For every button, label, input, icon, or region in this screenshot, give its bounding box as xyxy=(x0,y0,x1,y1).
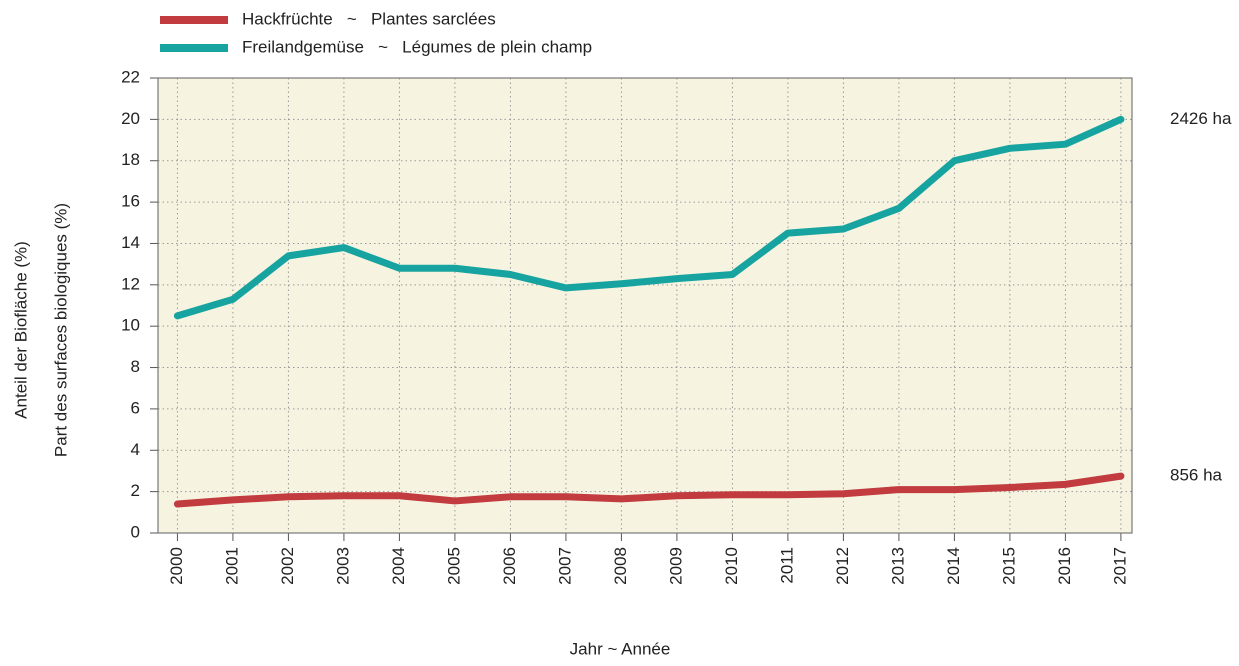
y-tick-label: 6 xyxy=(131,398,140,417)
y-tick-label: 8 xyxy=(131,357,140,376)
x-tick-label: 2015 xyxy=(999,547,1018,585)
y-tick-label: 12 xyxy=(121,274,140,293)
x-tick-label: 2000 xyxy=(167,547,186,585)
y-axis-label: Part des surfaces biologiques (%) xyxy=(51,203,70,457)
x-tick-label: 2014 xyxy=(944,547,963,585)
y-tick-label: 2 xyxy=(131,481,140,500)
x-tick-label: 2003 xyxy=(333,547,352,585)
x-tick-label: 2017 xyxy=(1110,547,1129,585)
x-tick-label: 2016 xyxy=(1055,547,1074,585)
y-tick-label: 14 xyxy=(121,233,140,252)
x-tick-label: 2001 xyxy=(222,547,241,585)
x-axis-label: Jahr ~ Année xyxy=(570,639,671,658)
series-line xyxy=(173,115,1125,320)
end-label: 856 ha xyxy=(1170,466,1223,485)
plot-area xyxy=(158,78,1132,533)
end-label: 2426 ha xyxy=(1170,109,1232,128)
x-tick-label: 2005 xyxy=(444,547,463,585)
legend-label: Freilandgemüse ~ Légumes de plein champ xyxy=(242,37,592,56)
x-tick-label: 2002 xyxy=(278,547,297,585)
x-tick-label: 2011 xyxy=(777,547,796,584)
y-tick-label: 22 xyxy=(121,67,140,86)
y-tick-label: 4 xyxy=(131,440,140,459)
x-tick-label: 2006 xyxy=(500,547,519,585)
x-tick-label: 2009 xyxy=(666,547,685,585)
y-tick-label: 20 xyxy=(121,109,140,128)
x-tick-label: 2007 xyxy=(555,547,574,585)
series-line xyxy=(173,472,1125,508)
x-tick-label: 2012 xyxy=(833,547,852,585)
y-tick-label: 0 xyxy=(131,522,140,541)
x-tick-label: 2010 xyxy=(722,547,741,585)
x-tick-label: 2004 xyxy=(389,547,408,585)
y-tick-label: 18 xyxy=(121,150,140,169)
legend-label: Hackfrüchte ~ Plantes sarclées xyxy=(242,9,496,28)
plot-border xyxy=(157,77,1133,534)
x-tick-label: 2008 xyxy=(611,547,630,585)
y-axis-label: Anteil der Biofläche (%) xyxy=(11,241,30,419)
x-tick-label: 2013 xyxy=(888,547,907,585)
y-tick-label: 16 xyxy=(121,192,140,211)
y-tick-label: 10 xyxy=(121,316,140,335)
